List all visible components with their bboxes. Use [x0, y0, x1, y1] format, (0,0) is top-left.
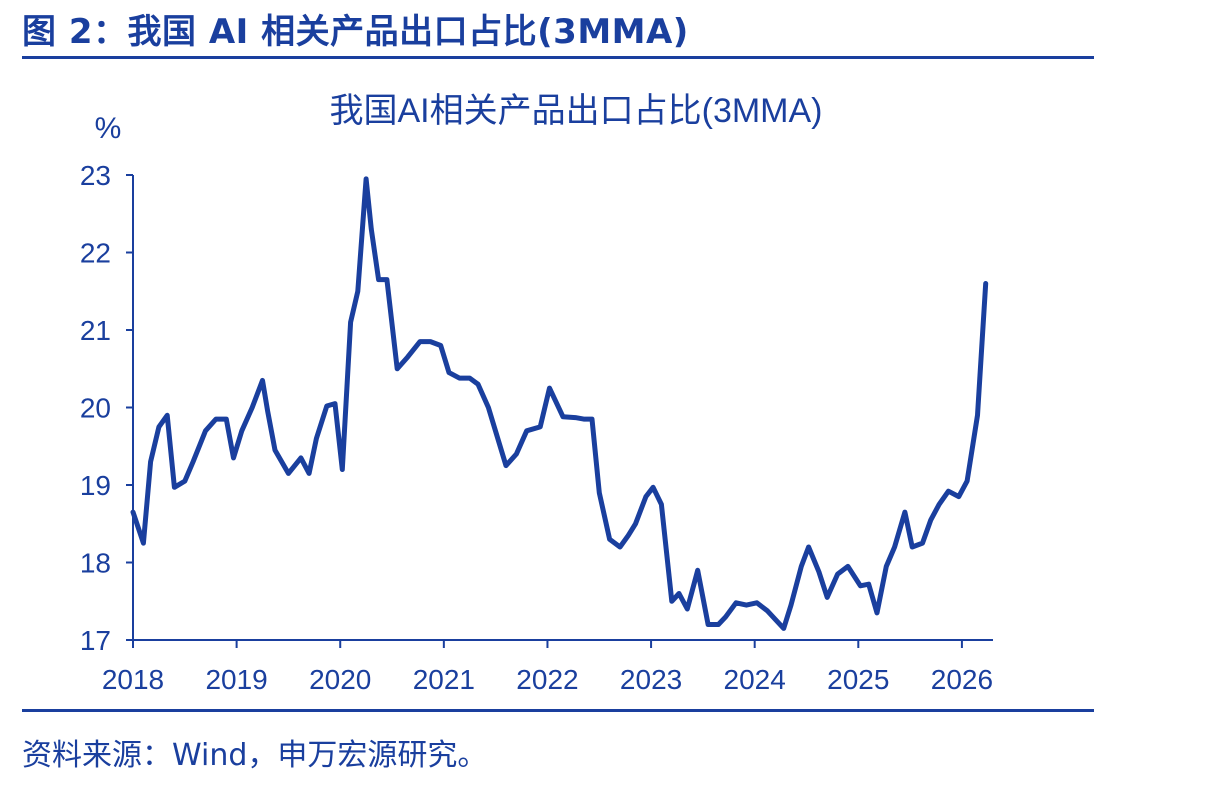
x-tick-label: 2018 — [102, 664, 164, 695]
x-tick-label: 2026 — [931, 664, 993, 695]
y-tick-label: 18 — [80, 548, 111, 579]
x-tick-label: 2022 — [516, 664, 578, 695]
y-tick-label: 21 — [80, 315, 111, 346]
source-note: 资料来源：Wind，申万宏源研究。 — [22, 738, 488, 773]
x-tick-label: 2020 — [309, 664, 371, 695]
x-tick-label: 2019 — [205, 664, 267, 695]
x-tick-label: 2023 — [620, 664, 682, 695]
figure-title: 图 2：我国 AI 相关产品出口占比(3MMA) — [22, 12, 689, 52]
series-line — [130, 176, 989, 631]
plot-area — [130, 176, 989, 631]
footer-divider — [22, 709, 1094, 712]
chart-title: 我国AI相关产品出口占比(3MMA) — [330, 92, 823, 130]
x-tick-label: 2021 — [413, 664, 475, 695]
y-tick-label: 17 — [80, 625, 111, 656]
y-tick-label: 19 — [80, 470, 111, 501]
title-divider — [22, 56, 1094, 59]
y-tick-label: 22 — [80, 238, 111, 269]
x-tick-label: 2025 — [827, 664, 889, 695]
y-axis-unit-label: % — [95, 112, 122, 145]
y-tick-label: 23 — [80, 160, 111, 191]
x-tick-label: 2024 — [724, 664, 786, 695]
y-tick-label: 20 — [80, 393, 111, 424]
